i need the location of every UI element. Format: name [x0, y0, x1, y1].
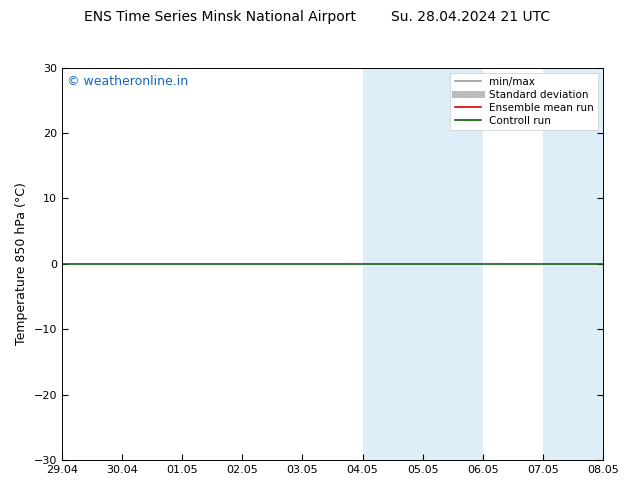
Bar: [573, 68, 603, 460]
Bar: [363, 68, 423, 460]
Bar: [423, 68, 483, 460]
Text: ENS Time Series Minsk National Airport        Su. 28.04.2024 21 UTC: ENS Time Series Minsk National Airport S…: [84, 10, 550, 24]
Text: © weatheronline.in: © weatheronline.in: [67, 75, 188, 89]
Y-axis label: Temperature 850 hPa (°C): Temperature 850 hPa (°C): [15, 182, 28, 345]
Legend: min/max, Standard deviation, Ensemble mean run, Controll run: min/max, Standard deviation, Ensemble me…: [451, 73, 598, 130]
Bar: [543, 68, 573, 460]
